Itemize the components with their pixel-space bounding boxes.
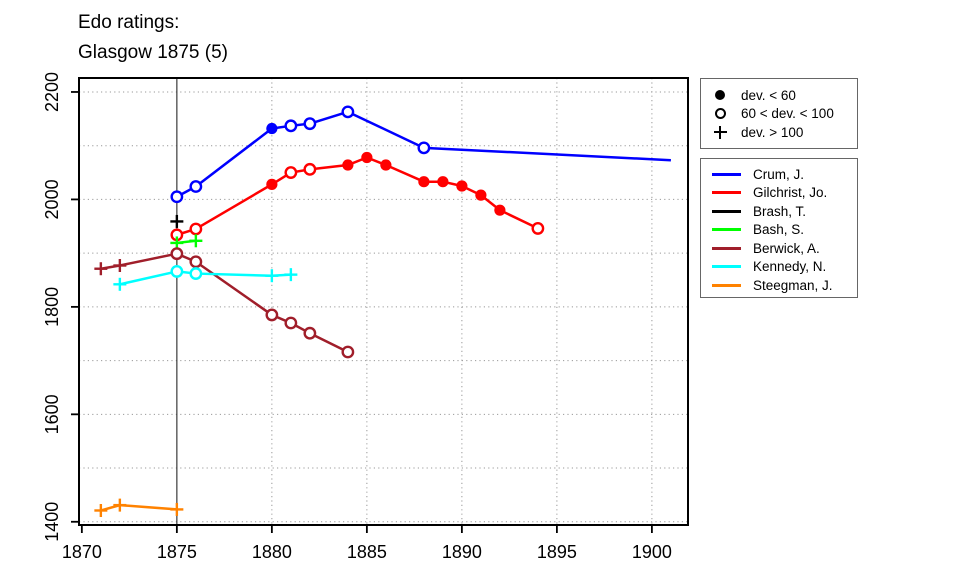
series-line-steegman-j [100,503,177,512]
series-legend-item: Berwick, A. [701,239,857,258]
x-tick-label: 1890 [442,542,482,562]
data-point-open-berwick-a [265,308,279,322]
data-point-filled-gilchrist-jo [494,204,506,216]
x-tick-label: 1895 [537,542,577,562]
data-point-open-kennedy-n [170,265,184,278]
series-legend-item: Brash, T. [701,202,857,221]
series-legend-item: Crum, J. [701,165,857,184]
data-point-filled-gilchrist-jo [456,180,468,192]
x-tick-label: 1875 [157,542,197,562]
chart-title: Edo ratings: Glasgow 1875 (5) [78,8,228,68]
data-point-filled-gilchrist-jo [342,159,354,171]
data-point-filled-gilchrist-jo [380,159,392,171]
data-point-open-kennedy-n [189,267,203,280]
chart-title-line2: Glasgow 1875 (5) [78,42,228,63]
data-point-filled-gilchrist-jo [437,176,449,188]
legend-color-line-icon [712,265,741,269]
chart-title-line1: Edo ratings: [78,12,180,33]
x-tick-label: 1870 [62,542,102,562]
legend-color-line-icon [712,209,741,213]
marker-legend-label: dev. > 100 [741,124,804,140]
y-tick-label: 2000 [42,179,62,219]
data-point-open-berwick-a [341,345,355,359]
data-point-filled-gilchrist-jo [266,178,278,190]
series-legend-item: Steegman, J. [701,276,857,295]
open-circle-glyph [714,108,726,120]
legend-color-line-icon [712,246,741,250]
data-point-filled-gilchrist-jo [418,176,430,188]
y-tick-label: 1800 [42,287,62,327]
marker-legend-label: 60 < dev. < 100 [741,106,834,122]
data-point-open-berwick-a [303,326,317,340]
legend-color-line-icon [712,228,741,232]
marker-legend-item: dev. < 60 [701,86,857,105]
marker-legend-item: 60 < dev. < 100 [701,105,857,124]
data-point-open-berwick-a [170,247,184,261]
data-point-open-gilchrist-jo [284,166,298,179]
marker-legend-label: dev. < 60 [741,87,796,103]
data-point-open-gilchrist-jo [189,222,203,236]
data-point-filled-crum-j [266,122,278,135]
data-point-open-gilchrist-jo [303,162,317,176]
series-legend-label: Crum, J. [753,166,805,182]
data-point-open-crum-j [170,190,184,204]
legend-color-line-icon [712,191,741,195]
plot-border [78,77,689,526]
series-legend-item: Gilchrist, Jo. [701,184,857,203]
series-line-crum-j [176,110,671,198]
series-legend-item: Bash, S. [701,221,857,240]
plus-glyph [713,125,727,139]
marker-legend: dev. < 60 60 < dev. < 100 dev. > 100 [700,78,858,149]
series-legend-label: Steegman, J. [753,277,833,293]
data-point-filled-gilchrist-jo [361,151,373,164]
data-point-open-crum-j [417,141,431,155]
series-line-kennedy-n [119,270,291,286]
series-legend-label: Kennedy, N. [753,259,827,275]
y-tick-label: 1400 [42,502,62,542]
series-legend-label: Berwick, A. [753,240,820,256]
data-point-open-berwick-a [189,255,203,269]
data-point-open-crum-j [303,117,317,131]
legend-color-line-icon [712,283,741,287]
series-legend-item: Kennedy, N. [701,258,857,277]
filled-circle-glyph [715,90,725,101]
x-tick-label: 1880 [252,542,292,562]
y-tick-label: 1600 [42,394,62,434]
marker-legend-item: dev. > 100 [701,123,857,142]
x-tick-label: 1885 [347,542,387,562]
series-legend-label: Brash, T. [753,203,807,219]
y-tick-label: 2200 [42,72,62,112]
series-legend-label: Gilchrist, Jo. [753,185,828,201]
data-point-open-crum-j [341,105,355,119]
open-circle-icon [712,108,728,120]
series-legend: Crum, J. Gilchrist, Jo. Brash, T. Bash, S. B… [700,158,858,298]
series-legend-label: Bash, S. [753,222,805,238]
legend-color-line-icon [712,172,741,176]
data-point-open-crum-j [189,180,203,193]
data-point-open-berwick-a [284,316,298,330]
filled-circle-icon [712,90,728,101]
data-point-filled-gilchrist-jo [475,189,487,201]
data-point-open-crum-j [284,119,298,133]
data-point-open-gilchrist-jo [531,222,545,235]
plus-icon [712,125,728,139]
x-tick-label: 1900 [632,542,672,562]
